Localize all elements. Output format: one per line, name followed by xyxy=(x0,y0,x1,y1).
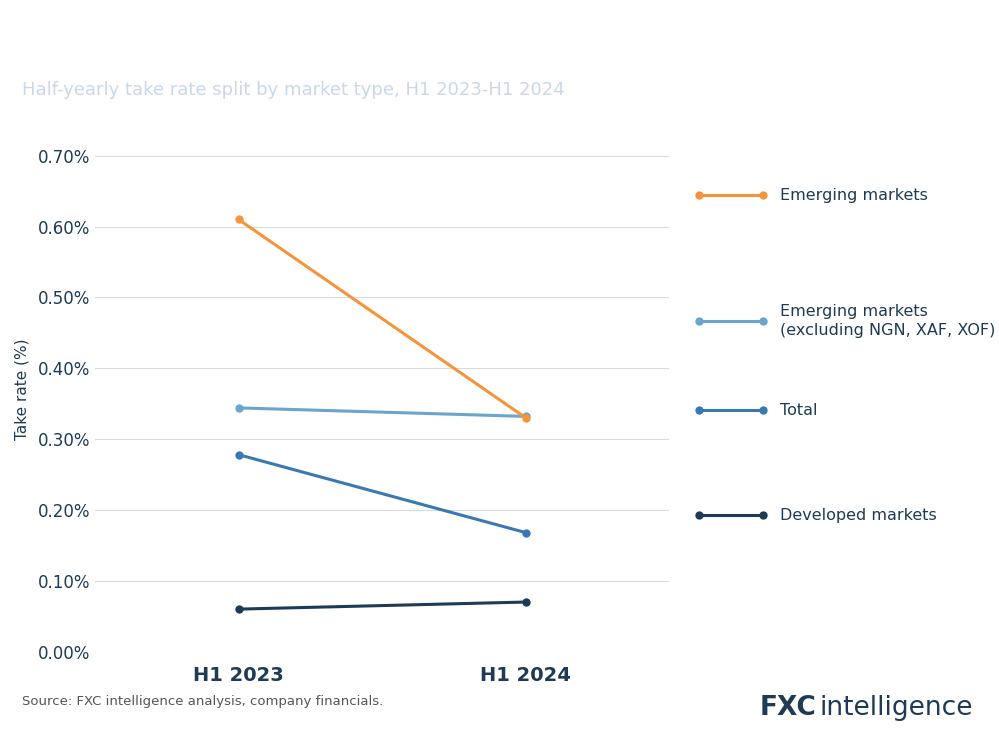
Text: intelligence: intelligence xyxy=(819,694,973,721)
Text: Developed markets: Developed markets xyxy=(780,508,937,523)
Text: Source: FXC intelligence analysis, company financials.: Source: FXC intelligence analysis, compa… xyxy=(22,695,384,708)
Text: Total: Total xyxy=(780,403,818,418)
Text: Emerging markets take rate declines significantly: Emerging markets take rate declines sign… xyxy=(22,25,842,53)
Text: Emerging markets: Emerging markets xyxy=(780,188,928,203)
Text: Half-yearly take rate split by market type, H1 2023-H1 2024: Half-yearly take rate split by market ty… xyxy=(22,82,564,100)
Y-axis label: Take rate (%): Take rate (%) xyxy=(14,339,29,440)
Text: Emerging markets
(excluding NGN, XAF, XOF): Emerging markets (excluding NGN, XAF, XO… xyxy=(780,304,996,339)
Text: FXC: FXC xyxy=(759,694,816,721)
